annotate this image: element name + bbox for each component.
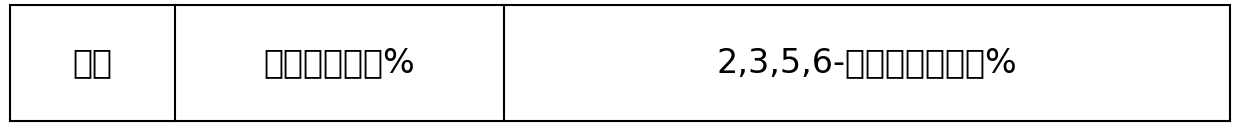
Text: 项目: 项目 — [72, 46, 113, 80]
Text: 吡啶转化率，%: 吡啶转化率，% — [263, 46, 415, 80]
Text: 2,3,5,6-四氯吡啶纯度，%: 2,3,5,6-四氯吡啶纯度，% — [717, 46, 1018, 80]
